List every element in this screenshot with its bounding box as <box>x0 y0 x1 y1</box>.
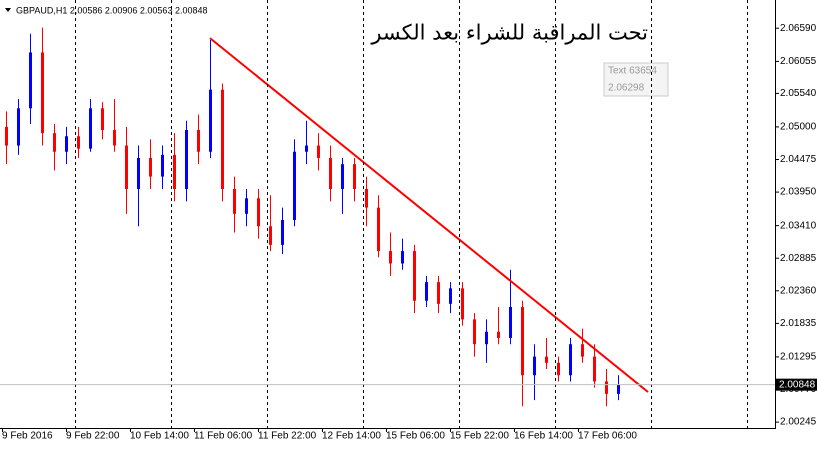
chart-header: GBPAUD,H1 2.00586 2.00906 2.00563 2.0084… <box>16 5 207 15</box>
candle-body <box>413 251 416 301</box>
y-tick-label: 2.06055 <box>780 56 817 67</box>
candle-body <box>461 288 464 320</box>
candle-body <box>89 108 92 149</box>
x-tick-label: 9 Feb 22:00 <box>66 431 120 442</box>
candle-body <box>245 198 248 214</box>
candle-body <box>5 126 8 146</box>
candle-body <box>389 251 392 264</box>
candle-body <box>149 157 152 177</box>
candle-body <box>29 52 32 109</box>
candle-body <box>137 157 140 189</box>
candle-body <box>425 282 428 301</box>
x-tick-label: 15 Feb 22:00 <box>450 431 509 442</box>
candle-body <box>329 157 332 189</box>
candle-body <box>101 108 104 131</box>
candle-body <box>377 207 380 252</box>
candle-body <box>233 188 236 214</box>
candle-body <box>401 251 404 264</box>
y-tick-label: 2.05540 <box>780 88 817 99</box>
candle-body <box>617 384 620 394</box>
chart-title: تحت المراقبة للشراء بعد الكسر <box>370 21 648 46</box>
candle-body <box>341 164 344 189</box>
candle-body <box>197 130 200 152</box>
y-tick-label: 2.01835 <box>780 318 817 329</box>
candle-body <box>605 381 608 394</box>
candle-body <box>581 344 584 357</box>
candle-body <box>77 136 80 149</box>
x-tick-label: 15 Feb 06:00 <box>386 431 445 442</box>
candle-body <box>161 154 164 177</box>
candle-body <box>209 89 212 152</box>
x-tick-label: 10 Feb 14:00 <box>130 431 189 442</box>
last-price-label: 2.00848 <box>779 379 816 390</box>
last-price-box <box>776 378 817 391</box>
x-tick-label: 17 Feb 06:00 <box>578 431 637 442</box>
y-tick-label: 2.01295 <box>780 352 817 363</box>
candle-body <box>185 130 188 189</box>
candle-body <box>281 220 284 245</box>
candle-body <box>473 319 476 345</box>
y-tick-label: 2.05000 <box>780 122 817 133</box>
candle-body <box>449 288 452 304</box>
candle-body <box>437 282 440 304</box>
candle-body <box>557 362 560 376</box>
x-tick-label: 11 Feb 06:00 <box>194 431 253 442</box>
candle-body <box>497 331 500 338</box>
candle-body <box>305 145 308 152</box>
y-tick-label: 2.06590 <box>780 23 817 34</box>
y-tick-label: 2.03410 <box>780 220 817 231</box>
candle-body <box>113 130 116 146</box>
x-tick-label: 11 Feb 22:00 <box>258 431 317 442</box>
trendline <box>209 37 649 393</box>
candle-body <box>317 145 320 158</box>
candle-body <box>65 136 68 152</box>
candle-body <box>173 154 176 189</box>
y-tick-label: 2.02360 <box>780 285 817 296</box>
candle-body <box>365 188 368 208</box>
candle-body <box>41 52 44 134</box>
x-tick-label: 12 Feb 14:00 <box>322 431 381 442</box>
tooltip: Text 63654 2.06298 <box>603 62 669 97</box>
menu-arrow[interactable] <box>5 8 11 12</box>
y-tick-label: 2.00245 <box>780 417 817 428</box>
y-tick-label: 2.04475 <box>780 154 817 165</box>
tooltip-box <box>603 62 669 97</box>
candle-body <box>521 306 524 376</box>
candle-body <box>545 356 548 363</box>
y-tick-label: 2.02885 <box>780 253 817 264</box>
candle-body <box>293 151 296 221</box>
candle-body <box>485 331 488 345</box>
tooltip-text: 2.06298 <box>608 83 645 94</box>
candle-body <box>221 89 224 189</box>
candle-body <box>509 306 512 338</box>
candle-body <box>257 198 260 227</box>
tooltip-text: Text 63654 <box>608 66 657 77</box>
y-tick-label: 2.03950 <box>780 187 817 198</box>
candle-body <box>17 108 20 146</box>
candle-body <box>125 145 128 189</box>
candle-body <box>269 226 272 245</box>
x-tick-label: 9 Feb 2016 <box>2 431 53 442</box>
candle-body <box>569 344 572 376</box>
x-tick-label: 16 Feb 14:00 <box>514 431 573 442</box>
candle-body <box>53 133 56 152</box>
candle-body <box>593 356 596 382</box>
candle-body <box>353 164 356 189</box>
candle-body <box>533 356 536 376</box>
